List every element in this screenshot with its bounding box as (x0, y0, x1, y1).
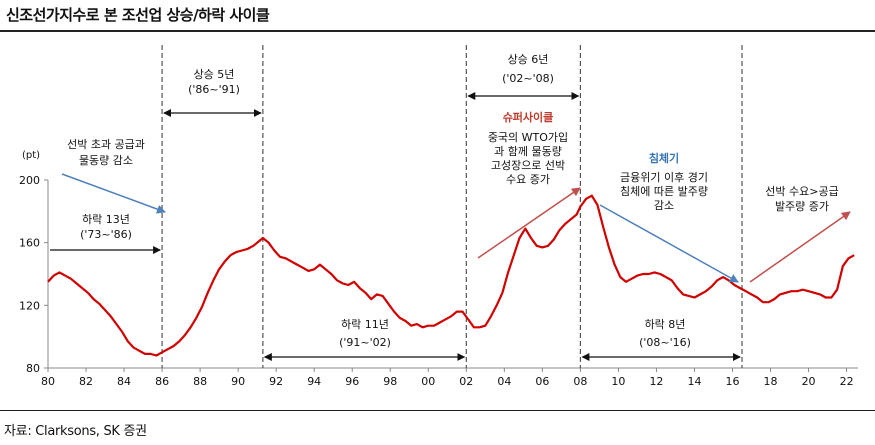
x-tick-label: 04 (497, 375, 511, 388)
x-tick-label: 20 (802, 375, 816, 388)
cycle-down-2-period: ('91~'02) (339, 336, 391, 349)
x-tick-label: 08 (573, 375, 587, 388)
x-tick-label: 80 (41, 375, 55, 388)
x-tick-label: 10 (611, 375, 625, 388)
cycle-down-2-label: 하락 11년 (341, 317, 389, 331)
x-tick-label: 86 (155, 375, 169, 388)
x-tick-label: 16 (726, 375, 740, 388)
stagnation-line-2: 침체에 따른 발주량 (620, 185, 708, 198)
recent-up-line-2: 발주량 증가 (775, 200, 829, 213)
x-tick-label: 18 (764, 375, 778, 388)
supercycle-line-1: 중국의 WTO가입 (488, 131, 568, 144)
x-tick-label: 02 (459, 375, 473, 388)
x-tick-group: 80 82 84 86 88 90 92 94 96 98 00 02 04 06 08 10 12 14 16 18… (41, 368, 854, 388)
recent-up-line-1: 선박 수요>공급 (765, 185, 838, 198)
index-series-line (47, 194, 855, 357)
x-tick-label: 88 (193, 375, 207, 388)
y-tick-label: 80 (26, 362, 40, 375)
stagnation-line-1: 금융위기 이후 경기 (620, 171, 708, 184)
x-tick-label: 00 (421, 375, 435, 388)
cycle-up-2-period: ('02~'08) (502, 72, 554, 85)
y-tick-label: 120 (19, 299, 40, 312)
early-down-text-2: 물동량 감소 (79, 154, 133, 167)
x-tick-label: 96 (345, 375, 359, 388)
early-down-text-1: 선박 초과 공급과 (67, 138, 145, 151)
x-tick-label: 92 (269, 375, 283, 388)
cycle-down-3-period: ('08~'16) (639, 336, 691, 349)
supercycle-line-4: 수요 증가 (506, 173, 550, 186)
cycle-down-1-period: ('73~'86) (80, 228, 132, 241)
trend-arrow-up-supercycle (477, 187, 581, 259)
x-tick-label: 12 (649, 375, 663, 388)
stagnation-label: 침체기 (649, 151, 679, 165)
y-axis-unit: (pt) (22, 150, 40, 161)
x-tick-label: 90 (231, 375, 245, 388)
stagnation-line-3: 감소 (654, 199, 674, 212)
supercycle-label: 슈퍼사이클 (503, 110, 554, 124)
cycle-down-1-label: 하락 13년 (82, 212, 130, 226)
title-divider (0, 30, 875, 32)
x-tick-label: 06 (535, 375, 549, 388)
trend-arrow-up-recent (749, 211, 851, 283)
source-note: 자료: Clarksons, SK 증권 (4, 424, 147, 439)
trend-arrow-down-early (61, 173, 166, 214)
period-arrows (50, 92, 742, 361)
cycle-up-2-label: 상승 6년 (508, 53, 549, 66)
page-title: 신조선가지수로 본 조선업 상승/하락 사이클 (6, 6, 270, 24)
x-tick-label: 84 (117, 375, 131, 388)
supercycle-line-3: 고성장으로 선박 (491, 159, 565, 172)
cycle-up-1-label: 상승 5년 (194, 68, 235, 81)
x-tick-label: 14 (687, 375, 701, 388)
supercycle-line-2: 과 함께 물동량 (494, 145, 562, 158)
x-tick-label: 22 (840, 375, 854, 388)
x-tick-label: 98 (383, 375, 397, 388)
x-tick-label: 82 (79, 375, 93, 388)
y-tick-label: 160 (19, 237, 40, 250)
source-divider (0, 410, 875, 411)
y-tick-label: 200 (19, 174, 40, 187)
trend-arrow-down-stagnation (599, 204, 739, 283)
x-tick-label: 94 (307, 375, 321, 388)
y-tick-group: 80 120 160 200 (19, 174, 48, 375)
cycle-down-3-label: 하락 8년 (645, 317, 686, 331)
cycle-up-1-period: ('86~'91) (188, 83, 240, 96)
